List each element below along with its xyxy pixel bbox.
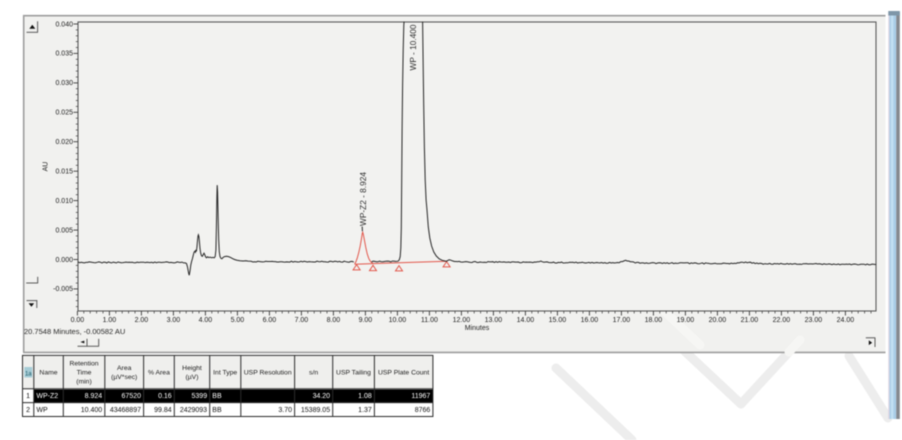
- svg-text:1.37: 1.37: [358, 407, 372, 414]
- svg-text:Name: Name: [39, 370, 57, 377]
- svg-text:14.00: 14.00: [517, 317, 535, 324]
- svg-text:WP - 10.400: WP - 10.400: [408, 24, 418, 70]
- svg-text:4.00: 4.00: [199, 317, 213, 324]
- svg-text:s/n: s/n: [309, 370, 318, 377]
- svg-text:1.00: 1.00: [103, 317, 117, 324]
- svg-text:5.00: 5.00: [231, 317, 245, 324]
- svg-text:0.040: 0.040: [55, 21, 73, 28]
- svg-text:18.00: 18.00: [645, 317, 663, 324]
- svg-text:67520: 67520: [122, 393, 142, 400]
- svg-text:(min): (min): [76, 379, 91, 386]
- svg-text:13.00: 13.00: [485, 317, 503, 324]
- svg-text:15.00: 15.00: [549, 317, 567, 324]
- svg-text:0.005: 0.005: [55, 227, 73, 234]
- svg-text:3.70: 3.70: [278, 407, 292, 414]
- svg-text:0.025: 0.025: [55, 110, 73, 117]
- svg-text:Int Type: Int Type: [213, 370, 237, 377]
- svg-text:(µV*sec): (µV*sec): [111, 374, 137, 381]
- svg-text:AU: AU: [43, 162, 50, 172]
- svg-text:Minutes: Minutes: [465, 325, 490, 332]
- svg-text:0.000: 0.000: [55, 257, 73, 264]
- svg-text:Retention: Retention: [69, 360, 98, 367]
- svg-text:Height: Height: [182, 365, 202, 372]
- svg-text:% Area: % Area: [148, 370, 170, 377]
- svg-text:USP Tailing: USP Tailing: [336, 370, 371, 377]
- svg-text:10.400: 10.400: [81, 407, 103, 414]
- svg-text:0.035: 0.035: [55, 51, 73, 58]
- svg-text:0.16: 0.16: [158, 393, 172, 400]
- svg-text:20.7548 Minutes, -0.00582 AU: 20.7548 Minutes, -0.00582 AU: [24, 327, 125, 336]
- svg-text:43468897: 43468897: [110, 407, 141, 414]
- svg-text:0.030: 0.030: [55, 80, 73, 87]
- svg-text:BB: BB: [212, 407, 222, 414]
- svg-text:BB: BB: [212, 393, 222, 400]
- svg-text:USP Plate Count: USP Plate Count: [378, 370, 429, 377]
- svg-text:99.84: 99.84: [154, 407, 172, 414]
- svg-text:10.00: 10.00: [389, 317, 407, 324]
- svg-text:3.00: 3.00: [167, 317, 181, 324]
- svg-text:(µV): (µV): [186, 374, 199, 381]
- svg-text:20.00: 20.00: [709, 317, 727, 324]
- svg-text:1: 1: [26, 393, 30, 400]
- svg-text:16.00: 16.00: [581, 317, 599, 324]
- svg-text:2: 2: [26, 407, 30, 414]
- svg-text:WP: WP: [36, 407, 48, 414]
- svg-text:2.00: 2.00: [135, 317, 149, 324]
- svg-text:24.00: 24.00: [837, 317, 855, 324]
- svg-text:Area: Area: [117, 365, 132, 372]
- svg-text:19.00: 19.00: [677, 317, 695, 324]
- svg-text:5399: 5399: [192, 393, 208, 400]
- svg-text:11.00: 11.00: [421, 317, 438, 324]
- svg-text:17.00: 17.00: [613, 317, 631, 324]
- svg-text:6.00: 6.00: [263, 317, 277, 324]
- svg-text:7.00: 7.00: [295, 317, 309, 324]
- svg-text:8.924: 8.924: [85, 393, 103, 400]
- svg-text:21.00: 21.00: [741, 317, 759, 324]
- svg-text:-0.005: -0.005: [53, 286, 73, 293]
- svg-text:9.00: 9.00: [359, 317, 373, 324]
- svg-text:15389.05: 15389.05: [301, 407, 330, 414]
- svg-text:34.20: 34.20: [313, 393, 331, 400]
- svg-text:1a: 1a: [25, 371, 32, 377]
- svg-text:Time: Time: [77, 370, 92, 377]
- svg-text:11967: 11967: [411, 393, 430, 400]
- svg-text:8766: 8766: [415, 407, 431, 414]
- svg-text:8.00: 8.00: [327, 317, 341, 324]
- svg-text:0.020: 0.020: [55, 139, 73, 146]
- svg-text:23.00: 23.00: [805, 317, 823, 324]
- svg-text:1.08: 1.08: [358, 393, 372, 400]
- svg-text:USP Resolution: USP Resolution: [244, 370, 292, 377]
- svg-text:WP-Z2: WP-Z2: [36, 393, 58, 400]
- svg-text:12.00: 12.00: [453, 317, 471, 324]
- svg-text:0.010: 0.010: [55, 198, 73, 205]
- svg-text:0.015: 0.015: [55, 169, 73, 176]
- svg-text:22.00: 22.00: [773, 317, 791, 324]
- svg-text:2429093: 2429093: [180, 407, 207, 414]
- svg-text:0.00: 0.00: [71, 317, 85, 324]
- svg-text:WP-Z2 - 8.924: WP-Z2 - 8.924: [358, 172, 368, 226]
